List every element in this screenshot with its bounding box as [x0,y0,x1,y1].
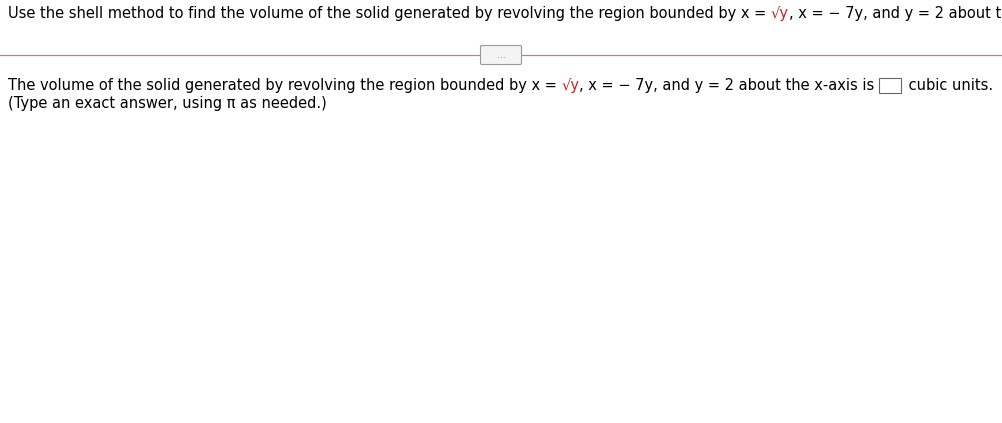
Text: The volume of the solid generated by revolving the region bounded by x =: The volume of the solid generated by rev… [8,78,561,93]
Text: √y: √y [771,6,789,21]
Bar [879,78,901,93]
Text: , x = − 7y, and y = 2 about the x-axis is: , x = − 7y, and y = 2 about the x-axis i… [579,78,879,93]
Text: , x = − 7y, and y = 2 about the x-axis.: , x = − 7y, and y = 2 about the x-axis. [789,6,1002,21]
Text: (Type an exact answer, using π as needed.): (Type an exact answer, using π as needed… [8,96,327,111]
Text: √y: √y [561,78,579,93]
Text: Use the shell method to find the volume of the solid generated by revolving the : Use the shell method to find the volume … [8,6,771,21]
FancyBboxPatch shape [480,46,521,64]
Text: ...: ... [496,50,505,60]
Text: cubic units.: cubic units. [904,78,993,93]
